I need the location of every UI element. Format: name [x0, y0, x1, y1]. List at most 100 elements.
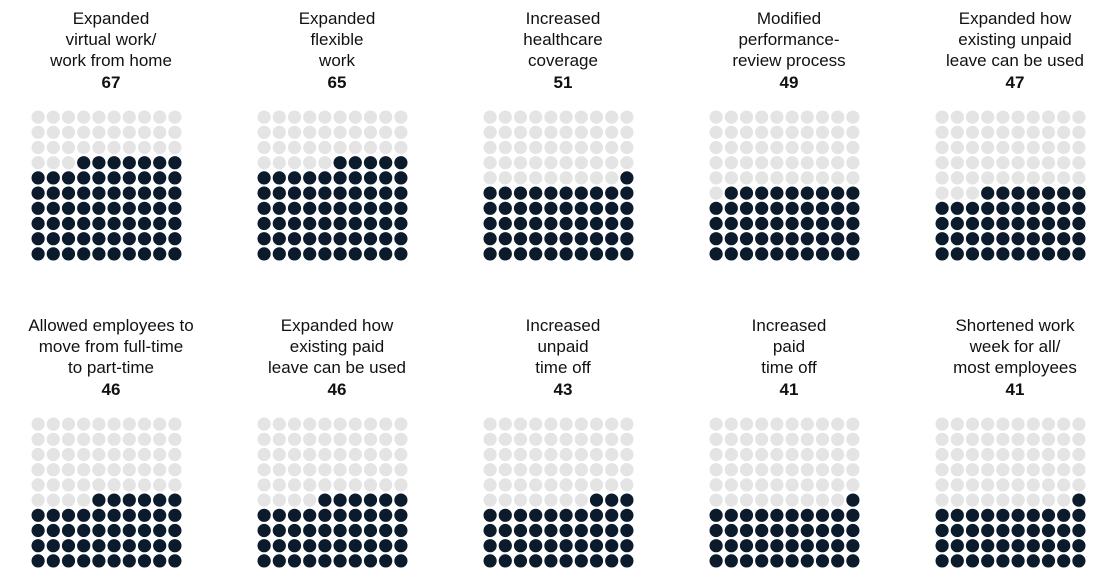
- empty-dot: [46, 463, 60, 477]
- empty-dot: [107, 463, 121, 477]
- filled-dot: [31, 247, 45, 261]
- empty-dot: [815, 493, 830, 507]
- filled-dot: [483, 508, 497, 522]
- empty-dot: [379, 432, 393, 446]
- empty-dot: [589, 478, 604, 492]
- filled-dot: [394, 523, 408, 538]
- empty-dot: [559, 463, 573, 477]
- empty-dot: [483, 140, 497, 155]
- empty-dot: [589, 432, 604, 446]
- filled-dot: [529, 539, 543, 553]
- filled-dot: [1072, 186, 1086, 200]
- empty-dot: [935, 447, 949, 462]
- filled-dot: [589, 201, 604, 215]
- filled-dot: [137, 554, 152, 568]
- filled-dot: [333, 232, 347, 246]
- filled-dot: [333, 171, 347, 185]
- empty-dot: [739, 463, 754, 477]
- empty-dot: [394, 125, 408, 139]
- empty-dot: [981, 110, 995, 124]
- filled-dot: [394, 539, 408, 553]
- empty-dot: [31, 493, 45, 507]
- filled-dot: [950, 523, 964, 538]
- empty-dot: [831, 156, 845, 170]
- filled-dot: [363, 186, 378, 200]
- filled-dot: [996, 216, 1010, 231]
- empty-dot: [785, 110, 799, 124]
- empty-dot: [348, 447, 362, 462]
- filled-dot: [709, 216, 723, 231]
- filled-dot: [589, 539, 604, 553]
- filled-dot: [981, 539, 995, 553]
- empty-dot: [137, 110, 152, 124]
- filled-dot: [379, 523, 393, 538]
- empty-dot: [1072, 478, 1086, 492]
- empty-dot: [935, 140, 949, 155]
- filled-dot: [287, 216, 302, 231]
- empty-dot: [770, 171, 784, 185]
- filled-dot: [272, 171, 286, 185]
- filled-dot: [498, 508, 512, 522]
- empty-dot: [724, 140, 738, 155]
- empty-dot: [77, 478, 91, 492]
- empty-dot: [1011, 140, 1025, 155]
- empty-dot: [483, 417, 497, 431]
- filled-dot: [739, 201, 754, 215]
- empty-dot: [755, 493, 769, 507]
- empty-dot: [107, 125, 121, 139]
- filled-dot: [785, 232, 799, 246]
- empty-dot: [498, 463, 512, 477]
- empty-dot: [544, 417, 558, 431]
- empty-dot: [709, 417, 723, 431]
- empty-dot: [785, 432, 799, 446]
- filled-dot: [605, 216, 619, 231]
- filled-dot: [257, 508, 271, 522]
- filled-dot: [513, 508, 528, 522]
- empty-dot: [61, 478, 76, 492]
- empty-dot: [559, 110, 573, 124]
- panel-label: Increased paid time off: [751, 316, 827, 377]
- empty-dot: [709, 140, 723, 155]
- filled-dot: [846, 554, 860, 568]
- filled-dot: [513, 186, 528, 200]
- empty-dot: [620, 156, 634, 170]
- empty-dot: [770, 140, 784, 155]
- empty-dot: [755, 463, 769, 477]
- empty-dot: [815, 478, 830, 492]
- empty-dot: [77, 125, 91, 139]
- empty-dot: [287, 478, 302, 492]
- empty-dot: [272, 463, 286, 477]
- empty-dot: [815, 171, 830, 185]
- filled-dot: [513, 554, 528, 568]
- empty-dot: [846, 156, 860, 170]
- filled-dot: [168, 232, 182, 246]
- panel-label: Expanded how existing paid leave can be …: [268, 316, 406, 377]
- filled-dot: [107, 554, 121, 568]
- empty-dot: [1011, 171, 1025, 185]
- filled-dot: [318, 493, 332, 507]
- filled-dot: [950, 232, 964, 246]
- empty-dot: [498, 156, 512, 170]
- filled-dot: [379, 216, 393, 231]
- empty-dot: [153, 110, 167, 124]
- filled-dot: [153, 554, 167, 568]
- filled-dot: [815, 508, 830, 522]
- filled-dot: [394, 247, 408, 261]
- filled-dot: [31, 523, 45, 538]
- empty-dot: [815, 125, 830, 139]
- empty-dot: [996, 463, 1010, 477]
- empty-dot: [77, 140, 91, 155]
- empty-dot: [394, 110, 408, 124]
- filled-dot: [46, 201, 60, 215]
- empty-dot: [544, 478, 558, 492]
- filled-dot: [574, 554, 588, 568]
- empty-dot: [831, 493, 845, 507]
- empty-dot: [529, 493, 543, 507]
- empty-dot: [513, 463, 528, 477]
- panel-label: Allowed employees to move from full-time…: [28, 316, 194, 377]
- empty-dot: [1026, 171, 1040, 185]
- filled-dot: [153, 201, 167, 215]
- filled-dot: [739, 508, 754, 522]
- empty-dot: [1011, 110, 1025, 124]
- filled-dot: [363, 201, 378, 215]
